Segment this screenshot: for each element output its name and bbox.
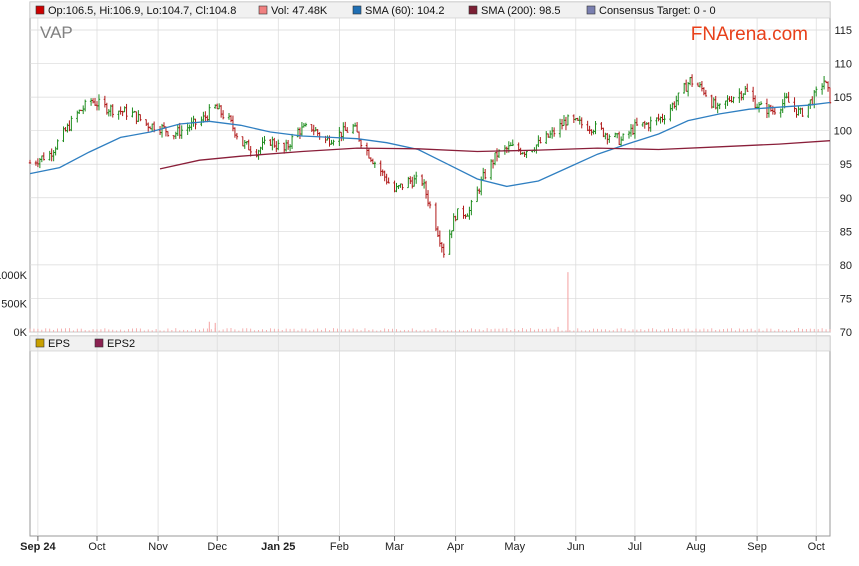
- date-tick-label: Apr: [447, 541, 464, 553]
- date-tick-label: Sep: [747, 541, 767, 553]
- date-tick-label: Mar: [385, 541, 404, 553]
- volume-bars: [29, 272, 831, 332]
- price-legend: Op:106.5, Hi:106.9, Lo:104.7, Cl:104.8 Vo…: [35, 5, 716, 17]
- price-tick-label: 105: [834, 92, 852, 104]
- legend-label: Op:106.5, Hi:106.9, Lo:104.7, Cl:104.8: [48, 5, 236, 17]
- legend-swatch: [94, 338, 104, 348]
- sma60-line: [29, 101, 831, 188]
- volume-axis: 1000K 500K 0K: [0, 270, 28, 339]
- eps-legend: EPS EPS2: [35, 338, 135, 350]
- date-tick-label: May: [504, 541, 525, 553]
- legend-label: SMA (200): 98.5: [481, 5, 561, 17]
- volume-tick-label: 500K: [1, 299, 27, 311]
- legend-label: Consensus Target: 0 - 0: [599, 5, 716, 17]
- date-tick-label: Nov: [148, 541, 168, 553]
- price-tick-label: 70: [840, 327, 852, 339]
- legend-swatch: [352, 5, 362, 15]
- date-tick-label: Dec: [207, 541, 227, 553]
- legend-swatch: [35, 338, 45, 348]
- legend-label: SMA (60): 104.2: [365, 5, 445, 17]
- legend-swatch: [258, 5, 268, 15]
- eps-legend-bar: [29, 335, 831, 352]
- date-tick-label: Aug: [686, 541, 706, 553]
- legend-label: Vol: 47.48K: [271, 5, 328, 17]
- legend-swatch: [468, 5, 478, 15]
- legend-label: EPS: [48, 338, 70, 350]
- price-tick-label: 90: [840, 193, 852, 205]
- legend-swatch: [586, 5, 596, 15]
- price-tick-label: 110: [834, 59, 852, 71]
- date-tick-label: Sep 24: [20, 541, 56, 553]
- legend-label: EPS2: [107, 338, 135, 350]
- date-tick-label: Jul: [628, 541, 642, 553]
- price-tick-label: 80: [840, 260, 852, 272]
- date-tick-label: Oct: [88, 541, 105, 553]
- sma200-line: [159, 140, 831, 170]
- volume-tick-label: 1000K: [0, 270, 28, 282]
- date-tick-label: Feb: [330, 541, 349, 553]
- price-axis: 115 110 105 100 95 90 85 80 75 70: [834, 25, 852, 339]
- brand-logo: FNArena.com: [691, 24, 808, 45]
- price-tick-label: 100: [834, 126, 852, 138]
- ticker-label: VAP: [40, 23, 73, 42]
- main-panel: [29, 1, 831, 333]
- legend-bar: [29, 1, 831, 19]
- date-axis: Sep 24 Oct Nov Dec Jan 25 Feb Mar Apr May Jun Jul A…: [20, 536, 825, 553]
- price-tick-label: 115: [834, 25, 852, 37]
- date-tick-label: Oct: [808, 541, 825, 553]
- price-tick-label: 95: [840, 159, 852, 171]
- price-tick-label: 85: [840, 226, 852, 238]
- eps-panel: [29, 335, 831, 537]
- date-tick-label: Jan 25: [261, 541, 295, 553]
- legend-swatch: [35, 5, 45, 15]
- price-tick-label: 75: [840, 293, 852, 305]
- date-tick-label: Jun: [567, 541, 585, 553]
- gridlines: [30, 18, 830, 536]
- volume-tick-label: 0K: [14, 327, 28, 339]
